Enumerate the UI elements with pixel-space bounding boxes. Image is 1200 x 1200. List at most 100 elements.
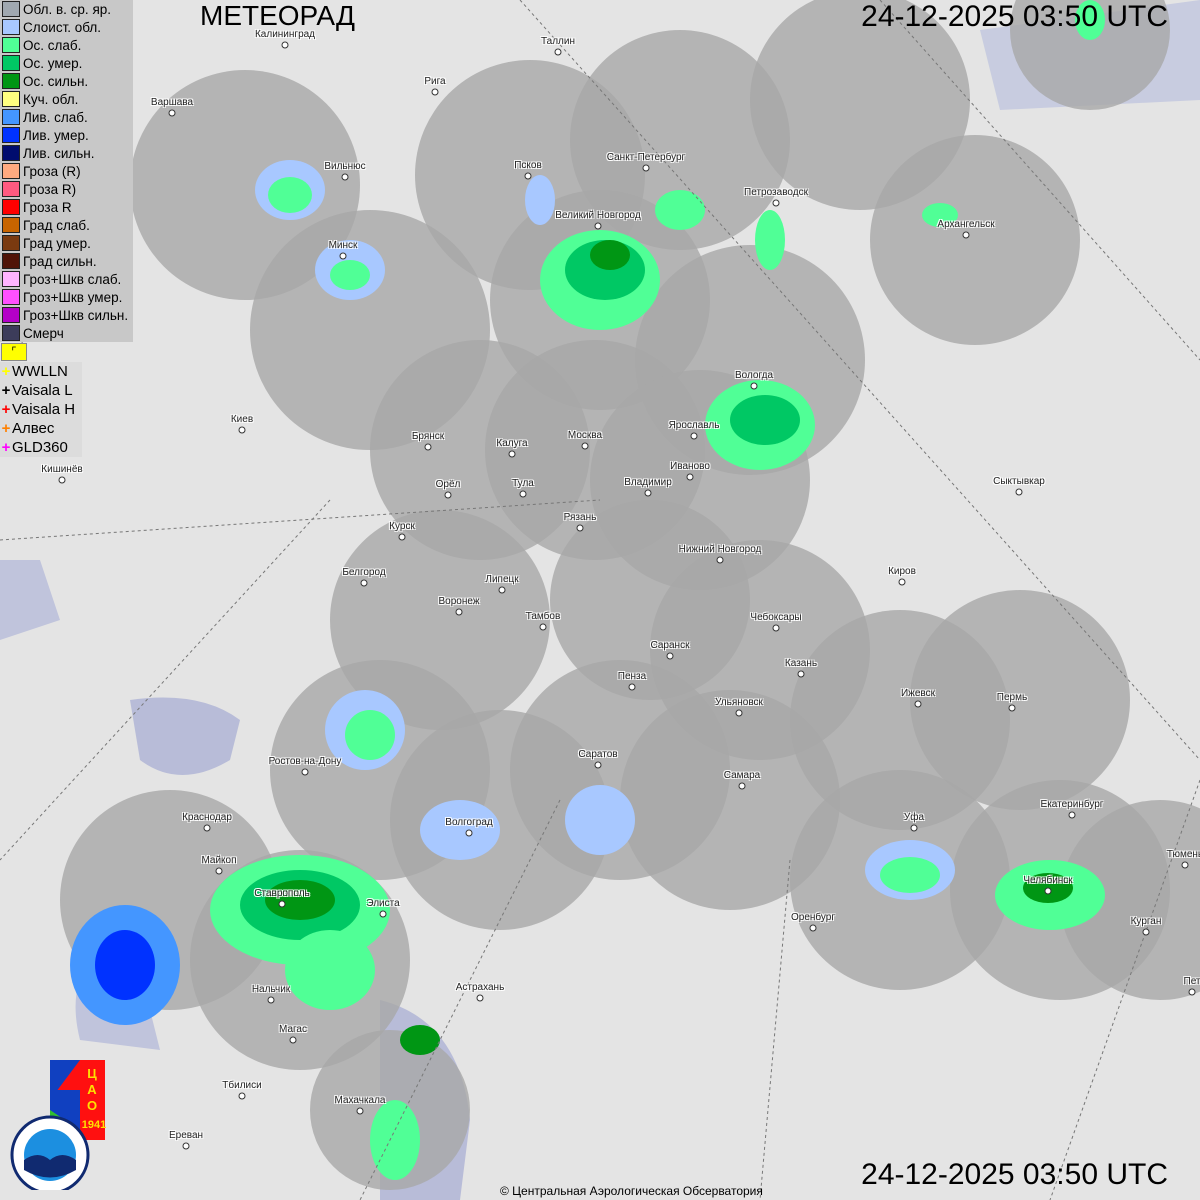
- precipitation-echo: [330, 260, 370, 290]
- city-marker: [278, 900, 286, 908]
- city-label: Пермь: [996, 692, 1028, 703]
- city-label: Тула: [512, 478, 534, 489]
- legend-label: Ос. сильн.: [23, 73, 89, 89]
- legend-item: Куч. обл.: [0, 90, 133, 108]
- precipitation-echo: [880, 857, 940, 893]
- city-label: Нижний Новгород: [678, 544, 762, 555]
- legend-swatch: [2, 271, 20, 287]
- legend-label: Смерч: [23, 325, 64, 341]
- precipitation-echo: [655, 190, 705, 230]
- city-marker: [581, 442, 589, 450]
- svg-text:О: О: [87, 1098, 97, 1113]
- city-marker: [666, 652, 674, 660]
- city-label: Вологда: [734, 370, 774, 381]
- lightning-flag-icon[interactable]: ⌜: [1, 343, 27, 361]
- city-label: Саранск: [650, 640, 690, 651]
- legend-swatch: [2, 199, 20, 215]
- legend-swatch: [2, 181, 20, 197]
- timestamp-top: 24-12-2025 03:50 UTC: [861, 0, 1168, 33]
- legend-item: Ос. умер.: [0, 54, 133, 72]
- city-marker: [1142, 928, 1150, 936]
- city-marker: [962, 231, 970, 239]
- precipitation-echo: [345, 710, 395, 760]
- legend-swatch: [2, 109, 20, 125]
- city-label: Ульяновск: [715, 697, 763, 708]
- city-marker: [360, 579, 368, 587]
- timestamp-bottom: 24-12-2025 03:50 UTC: [861, 1158, 1168, 1191]
- legend-item: Слоист. обл.: [0, 18, 133, 36]
- legend-label: Град умер.: [23, 235, 91, 251]
- app-title: МЕТЕОРАД: [200, 0, 355, 31]
- city-label: Белгород: [342, 567, 386, 578]
- city-marker: [1015, 488, 1023, 496]
- city-marker: [772, 199, 780, 207]
- legend-swatch: [2, 325, 20, 341]
- city-marker: [1044, 887, 1052, 895]
- city-label: Кишинёв: [41, 464, 83, 475]
- city-label: Иваново: [670, 461, 710, 472]
- legend-label: Гроза R: [23, 199, 72, 215]
- city-label: Калуга: [496, 438, 528, 449]
- city-label: Краснодар: [182, 812, 232, 823]
- city-marker: [424, 443, 432, 451]
- legend-item: Гроз+Шкв умер.: [0, 288, 133, 306]
- city-label: Курган: [1130, 916, 1162, 927]
- legend-swatch: [2, 55, 20, 71]
- legend-item: Лив. сильн.: [0, 144, 133, 162]
- legend-item: Град умер.: [0, 234, 133, 252]
- legend-item: Гроз+Шкв слаб.: [0, 270, 133, 288]
- city-label: Санкт-Петербург: [606, 152, 686, 163]
- city-label: Рига: [424, 76, 446, 87]
- svg-text:А: А: [87, 1082, 97, 1097]
- legend-label: Град сильн.: [23, 253, 97, 269]
- legend-swatch: [2, 73, 20, 89]
- city-label: Орёл: [435, 479, 461, 490]
- lightning-source-label: Vaisala H: [12, 401, 76, 418]
- precipitation-echo: [370, 1100, 420, 1180]
- city-label: Калининград: [254, 29, 316, 40]
- city-marker: [215, 867, 223, 875]
- city-label: Казань: [784, 658, 818, 669]
- city-marker: [301, 768, 309, 776]
- lightning-cross-icon: +: [1, 382, 11, 399]
- lightning-source-item[interactable]: + WWLLN: [0, 362, 82, 381]
- city-marker: [339, 252, 347, 260]
- legend-swatch: [2, 1, 20, 17]
- lightning-source-label: GLD360: [12, 439, 68, 456]
- city-marker: [690, 432, 698, 440]
- legend-label: Гроза (R): [23, 163, 81, 179]
- legend-item: Лив. умер.: [0, 126, 133, 144]
- city-marker: [168, 109, 176, 117]
- lightning-source-item[interactable]: + Алвес: [0, 419, 82, 438]
- legend-label: Лив. слаб.: [23, 109, 88, 125]
- city-marker: [797, 670, 805, 678]
- precipitation-echo: [922, 203, 958, 227]
- lightning-source-item[interactable]: + GLD360: [0, 438, 82, 457]
- city-label: Варшава: [150, 97, 194, 108]
- city-label: Владимир: [624, 477, 672, 488]
- city-marker: [508, 450, 516, 458]
- city-marker: [444, 491, 452, 499]
- lightning-source-item[interactable]: + Vaisala H: [0, 400, 82, 419]
- city-marker: [281, 41, 289, 49]
- legend-item: Гроза R: [0, 198, 133, 216]
- city-label: Екатеринбург: [1040, 799, 1104, 810]
- radar-coverage-circle: [620, 690, 840, 910]
- svg-text:Ц: Ц: [87, 1066, 97, 1081]
- legend-label: Гроз+Шкв слаб.: [23, 271, 122, 287]
- legend-swatch: [2, 289, 20, 305]
- radar-coverage-circle: [1060, 800, 1200, 1000]
- city-marker: [642, 164, 650, 172]
- legend-label: Лив. сильн.: [23, 145, 95, 161]
- city-marker: [735, 709, 743, 717]
- precipitation-echo: [590, 240, 630, 270]
- lightning-source-item[interactable]: + Vaisala L: [0, 381, 82, 400]
- city-marker: [498, 586, 506, 594]
- city-label: Элиста: [366, 898, 400, 909]
- city-marker: [203, 824, 211, 832]
- city-label: Самара: [723, 770, 761, 781]
- legend-swatch: [2, 127, 20, 143]
- radar-coverage-circle: [910, 590, 1130, 810]
- city-label: Оренбург: [790, 912, 836, 923]
